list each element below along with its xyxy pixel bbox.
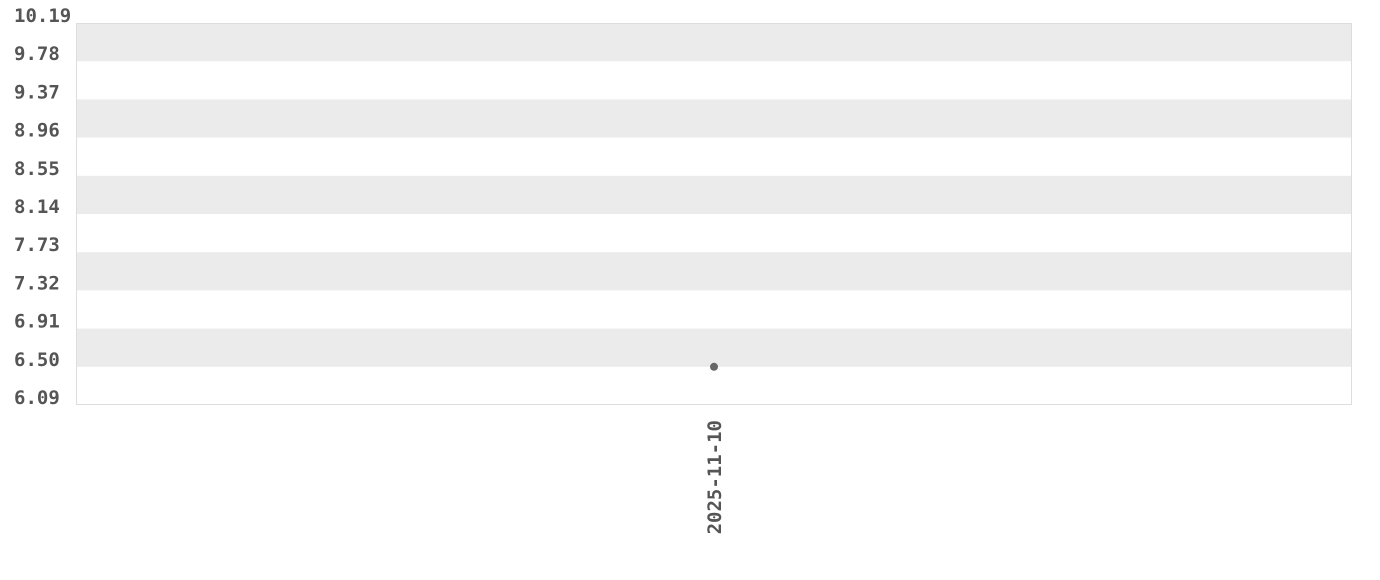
grid-bands <box>76 23 1352 367</box>
grid-band <box>76 175 1352 214</box>
grid-band <box>76 252 1352 291</box>
y-tick-label: 9.78 <box>14 43 60 65</box>
data-points <box>710 362 718 371</box>
y-tick-label: 8.55 <box>14 158 60 180</box>
grid-band <box>76 23 1352 62</box>
y-tick-label: 6.50 <box>14 349 60 371</box>
y-tick-label: 6.09 <box>14 387 60 409</box>
y-tick-label: 9.37 <box>14 81 60 103</box>
x-tick-label: 2025-11-10 <box>704 420 726 534</box>
x-axis: 2025-11-10 <box>704 420 726 534</box>
plot-area-border <box>76 23 1352 405</box>
y-tick-label: 10.19 <box>14 5 71 27</box>
y-tick-label: 8.96 <box>14 120 60 142</box>
y-tick-label: 7.32 <box>14 272 60 294</box>
y-tick-label: 6.91 <box>14 311 60 333</box>
y-tick-label: 8.14 <box>14 196 60 218</box>
grid-band <box>76 328 1352 367</box>
data-point <box>710 362 718 371</box>
y-axis: 10.19 9.78 9.37 8.96 8.55 8.14 7.73 7.32 6.91 6.5… <box>14 5 71 409</box>
y-tick-label: 7.73 <box>14 234 60 256</box>
grid-band <box>76 99 1352 138</box>
